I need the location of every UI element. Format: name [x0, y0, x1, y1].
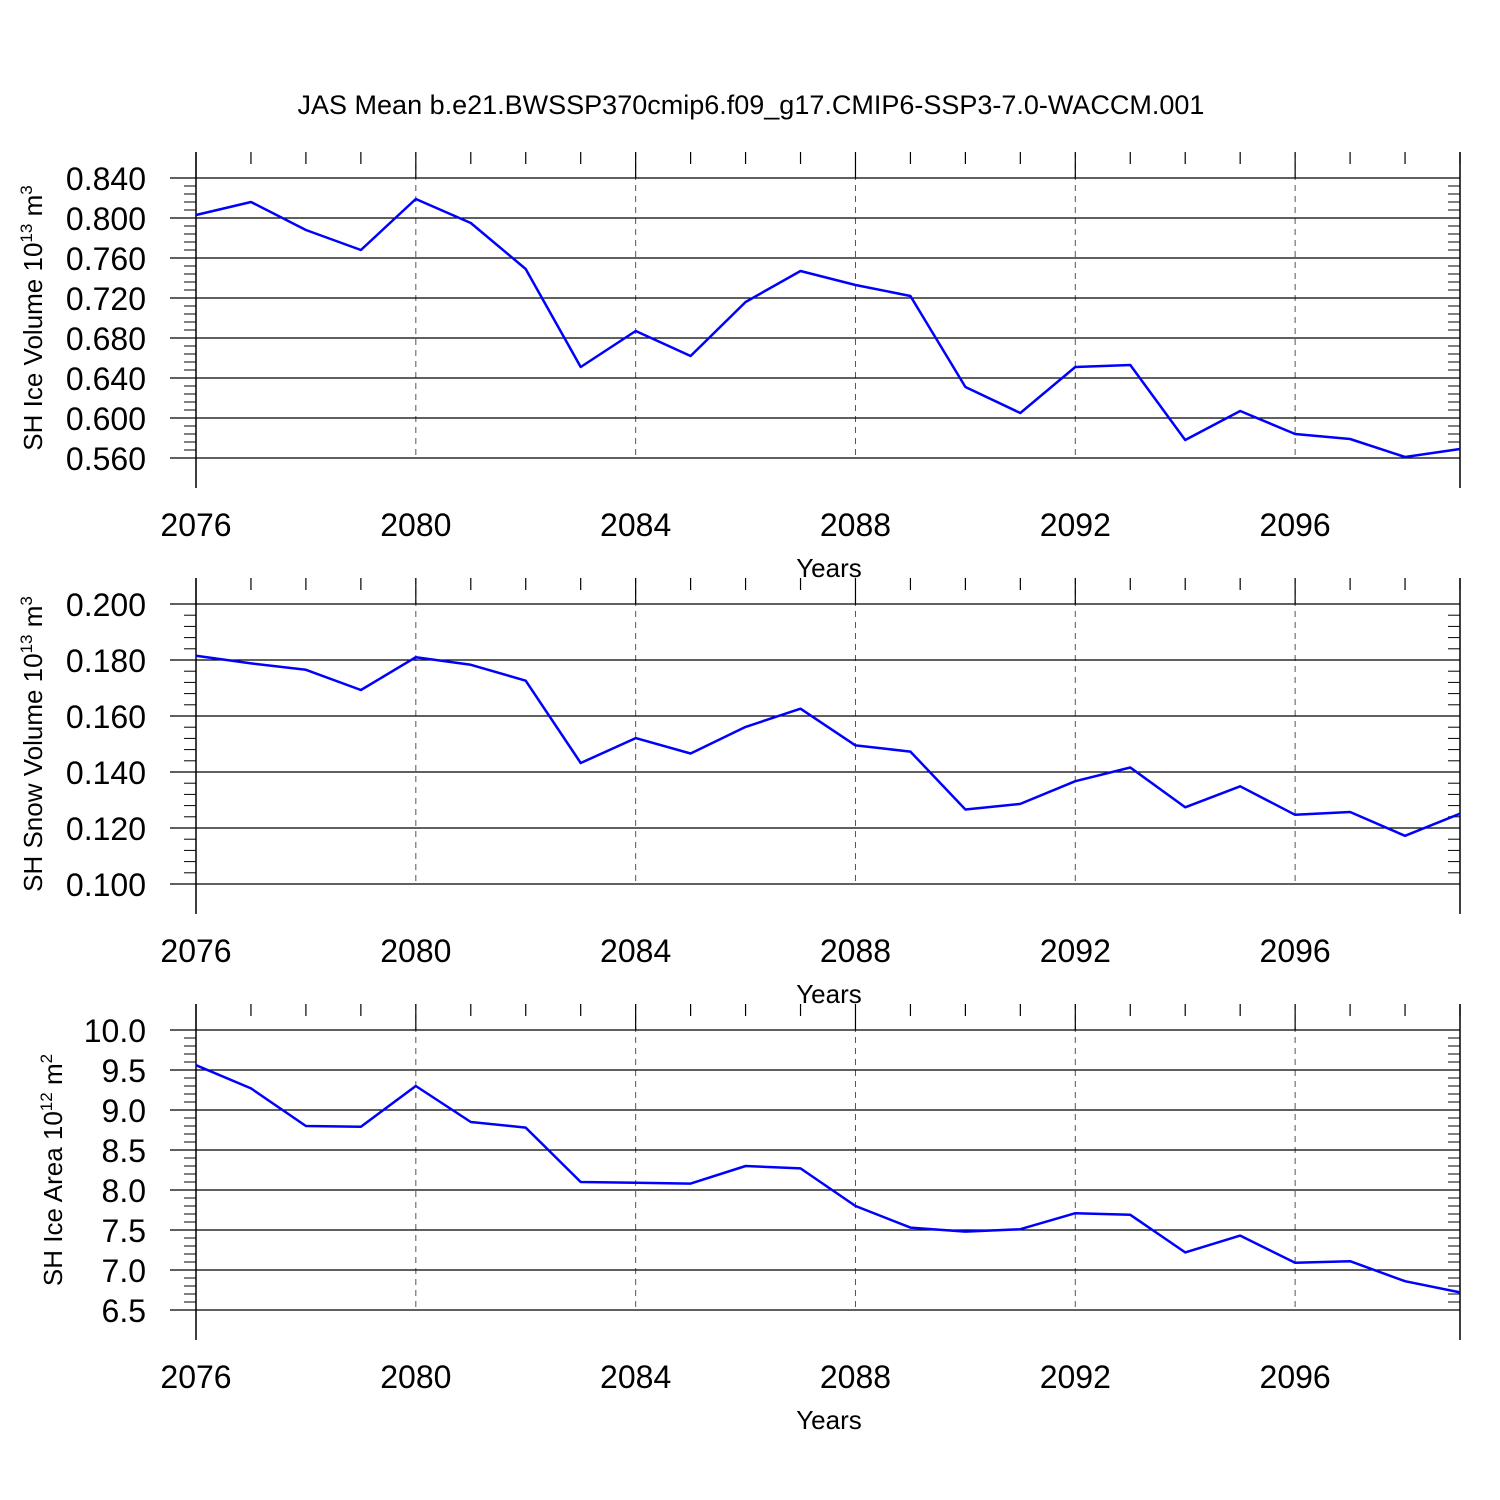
y-axis-label: SH Ice Area 1012 m2: [37, 1054, 68, 1286]
x-tick-label: 2080: [380, 507, 451, 543]
x-tick-label: 2092: [1040, 1359, 1111, 1395]
y-tick-label: 0.640: [66, 361, 146, 397]
y-tick-label: 0.140: [66, 755, 146, 791]
y-tick-label: 0.200: [66, 587, 146, 623]
y-tick-label: 10.0: [84, 1013, 146, 1049]
y-axis-label-exponent: 13: [17, 224, 36, 243]
series-line: [195, 654, 1461, 838]
y-axis-label-text: SH Ice Volume 10: [18, 243, 48, 451]
chart-panel-2: 0.100 0.120 0.140 0.160 0.180 0.200 2076 2080 20…: [17, 578, 1461, 1009]
y-tick-label: 9.5: [102, 1053, 146, 1089]
y-tick-label: 0.720: [66, 281, 146, 317]
y-tick-label: 8.5: [102, 1133, 146, 1169]
chart-panel-1: 0.560 0.600 0.640 0.680 0.720 0.760 0.800 0.840…: [17, 152, 1461, 583]
y-axis-label-unit: m: [18, 195, 48, 224]
x-tick-label: 2080: [380, 1359, 451, 1395]
x-tick-label: 2088: [820, 507, 891, 543]
chart-panel-3: 6.5 7.0 7.5 8.0 8.5 9.0 9.5 10.0 2076 2080 2084 208…: [37, 1004, 1461, 1435]
y-tick-label: 0.180: [66, 643, 146, 679]
x-tick-label: 2084: [600, 933, 671, 969]
plots: 0.560 0.600 0.640 0.680 0.720 0.760 0.800 0.840…: [17, 152, 1461, 1435]
x-tick-label: 2076: [160, 1359, 231, 1395]
x-tick-label: 2096: [1260, 507, 1331, 543]
x-tick-label: 2096: [1260, 933, 1331, 969]
y-tick-label: 9.0: [102, 1093, 146, 1129]
y-tick-label: 0.100: [66, 867, 146, 903]
x-tick-label: 2088: [820, 933, 891, 969]
y-axis-label-exponent: 13: [17, 634, 36, 653]
y-axis-label-text: SH Snow Volume 10: [18, 653, 48, 891]
x-tick-label: 2092: [1040, 933, 1111, 969]
y-axis-label-unit: m: [38, 1063, 68, 1092]
x-tick-label: 2088: [820, 1359, 891, 1395]
y-tick-label: 0.680: [66, 321, 146, 357]
series-line: [195, 197, 1461, 459]
x-axis-label: Years: [796, 553, 862, 583]
x-tick-label: 2092: [1040, 507, 1111, 543]
y-tick-label: 0.760: [66, 241, 146, 277]
series-line: [195, 1064, 1461, 1294]
y-tick-label: 0.560: [66, 441, 146, 477]
y-tick-label: 0.840: [66, 161, 146, 197]
y-axis-label-unit-exponent: 3: [17, 596, 36, 605]
y-tick-label: 7.0: [102, 1253, 146, 1289]
x-axis-label: Years: [796, 1405, 862, 1435]
y-tick-label: 6.5: [102, 1293, 146, 1329]
y-axis-label-unit-exponent: 3: [17, 185, 36, 194]
y-tick-label: 8.0: [102, 1173, 146, 1209]
figure-title: JAS Mean b.e21.BWSSP370cmip6.f09_g17.CMI…: [298, 90, 1205, 120]
x-axis-label: Years: [796, 979, 862, 1009]
y-tick-label: 0.120: [66, 811, 146, 847]
y-tick-label: 0.800: [66, 201, 146, 237]
y-axis-label-unit-exponent: 2: [37, 1054, 56, 1063]
y-axis-label-text: SH Ice Area 10: [38, 1111, 68, 1286]
x-tick-label: 2084: [600, 1359, 671, 1395]
y-tick-label: 0.600: [66, 401, 146, 437]
x-tick-label: 2084: [600, 507, 671, 543]
y-axis-label: SH Snow Volume 1013 m3: [17, 596, 48, 892]
y-tick-label: 0.160: [66, 699, 146, 735]
x-tick-label: 2096: [1260, 1359, 1331, 1395]
x-tick-label: 2076: [160, 507, 231, 543]
y-tick-label: 7.5: [102, 1213, 146, 1249]
y-axis-label-exponent: 12: [37, 1092, 56, 1111]
y-axis-label: SH Ice Volume 1013 m3: [17, 185, 48, 450]
x-tick-label: 2080: [380, 933, 451, 969]
y-axis-label-unit: m: [18, 606, 48, 635]
x-tick-label: 2076: [160, 933, 231, 969]
